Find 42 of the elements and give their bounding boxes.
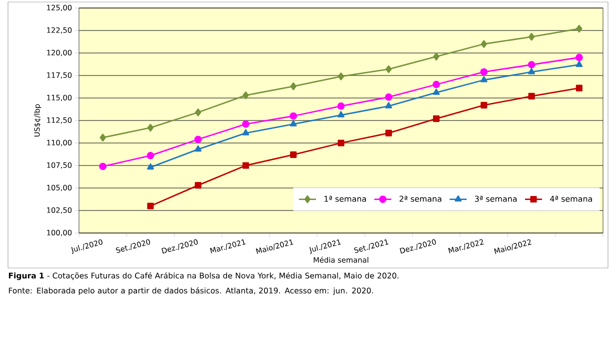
point: [576, 54, 583, 62]
point: [338, 140, 344, 146]
point: [385, 130, 392, 136]
point: [576, 60, 583, 67]
point: [432, 88, 440, 95]
point: [528, 61, 536, 68]
point: [242, 129, 250, 136]
point: [100, 134, 106, 142]
point: [146, 152, 154, 160]
point: [195, 108, 202, 116]
point: [480, 102, 488, 108]
point: [194, 136, 202, 144]
point: [338, 111, 344, 118]
point: [433, 52, 440, 60]
point: [290, 82, 296, 90]
point: [480, 76, 488, 82]
point: [480, 68, 488, 76]
point: [242, 91, 249, 100]
point: [432, 80, 440, 88]
point: [290, 112, 298, 120]
point: [147, 202, 154, 210]
point: [242, 162, 250, 169]
point: [576, 84, 582, 92]
point: [386, 65, 392, 74]
point: [528, 92, 535, 100]
point: [338, 72, 344, 80]
point: [290, 120, 297, 126]
point: [528, 32, 535, 41]
point: [242, 120, 250, 128]
point: [99, 162, 107, 170]
point: [194, 182, 202, 189]
point: [480, 40, 488, 48]
point: [384, 93, 392, 101]
point: [147, 124, 154, 132]
point: [337, 102, 345, 110]
point: [432, 115, 440, 122]
point: [290, 151, 297, 158]
point: [576, 24, 582, 33]
point: [147, 163, 154, 170]
point: [385, 102, 392, 108]
point: [528, 68, 536, 74]
point: [194, 145, 202, 152]
